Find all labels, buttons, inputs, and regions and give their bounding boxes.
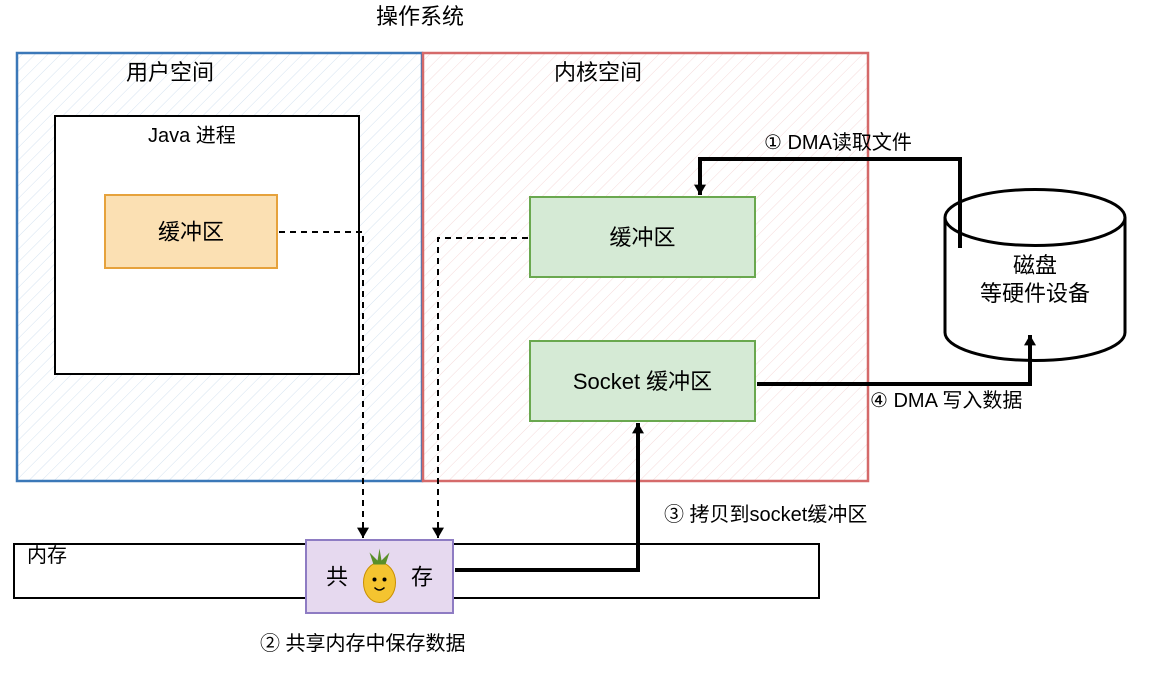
arrow-dma-read-label: ① DMA读取文件 xyxy=(764,131,912,154)
java-process-label: Java 进程 xyxy=(148,124,236,147)
arrow-copy-socket-label: ③ 拷贝到socket缓冲区 xyxy=(664,503,867,526)
arrow-dma-write-label: ④ DMA 写入数据 xyxy=(870,389,1022,412)
kernel_space-label: 内核空间 xyxy=(554,60,642,85)
memory-bar-label: 内存 xyxy=(27,544,67,567)
shared-mem-label-left: 共 xyxy=(326,565,348,590)
disk-label-1: 磁盘 xyxy=(1013,253,1057,278)
user_buffer-label: 缓冲区 xyxy=(158,220,224,245)
disk-label-2: 等硬件设备 xyxy=(980,281,1090,306)
kernel_buffer-label: 缓冲区 xyxy=(609,225,675,250)
diagram-title: 操作系统 xyxy=(376,4,464,29)
disk-top xyxy=(945,190,1125,246)
socket_buffer-label: Socket 缓冲区 xyxy=(573,369,712,394)
user_space-label: 用户空间 xyxy=(126,60,214,85)
save-shared-label: ② 共享内存中保存数据 xyxy=(260,632,466,655)
shared-mem-label-right: 存 xyxy=(411,565,433,590)
